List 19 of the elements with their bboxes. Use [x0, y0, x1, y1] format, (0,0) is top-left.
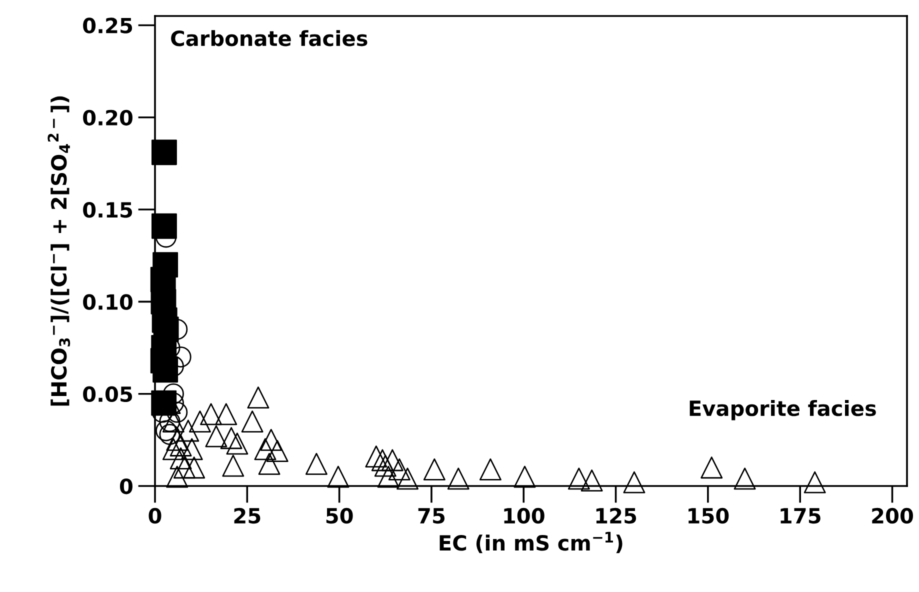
text: [HCO$_{3}$$^{−}$]/([Cl$^{−}$] + 2[SO$_{4}$$^{2−}$]): [48, 96, 70, 406]
x-tick-label: 50: [326, 508, 353, 524]
y-tick-label: 0: [120, 478, 132, 494]
y-tick-label: 0.25: [83, 18, 132, 34]
y-tick-label: 0.10: [83, 294, 132, 310]
x-tick-label: 75: [418, 508, 445, 524]
y-tick-label: 0.20: [83, 110, 132, 126]
x-tick-label: 25: [234, 508, 260, 524]
x-tick-label: 200: [872, 508, 914, 524]
x-tick-label: 150: [688, 508, 729, 524]
y-tick-label: 0.15: [83, 202, 132, 218]
x-tick-label: 175: [780, 508, 820, 524]
y-tick-label: 0.05: [83, 386, 132, 402]
x-tick-label: 100: [504, 508, 544, 524]
annotation: Carbonate facies: [171, 30, 368, 46]
x-tick-label: 0: [148, 508, 162, 524]
x-tick-label: 125: [596, 508, 636, 524]
x-axis-title: EC (in mS cm$^{−1}$): [440, 532, 622, 554]
annotation: Evaporite facies: [690, 400, 876, 420]
